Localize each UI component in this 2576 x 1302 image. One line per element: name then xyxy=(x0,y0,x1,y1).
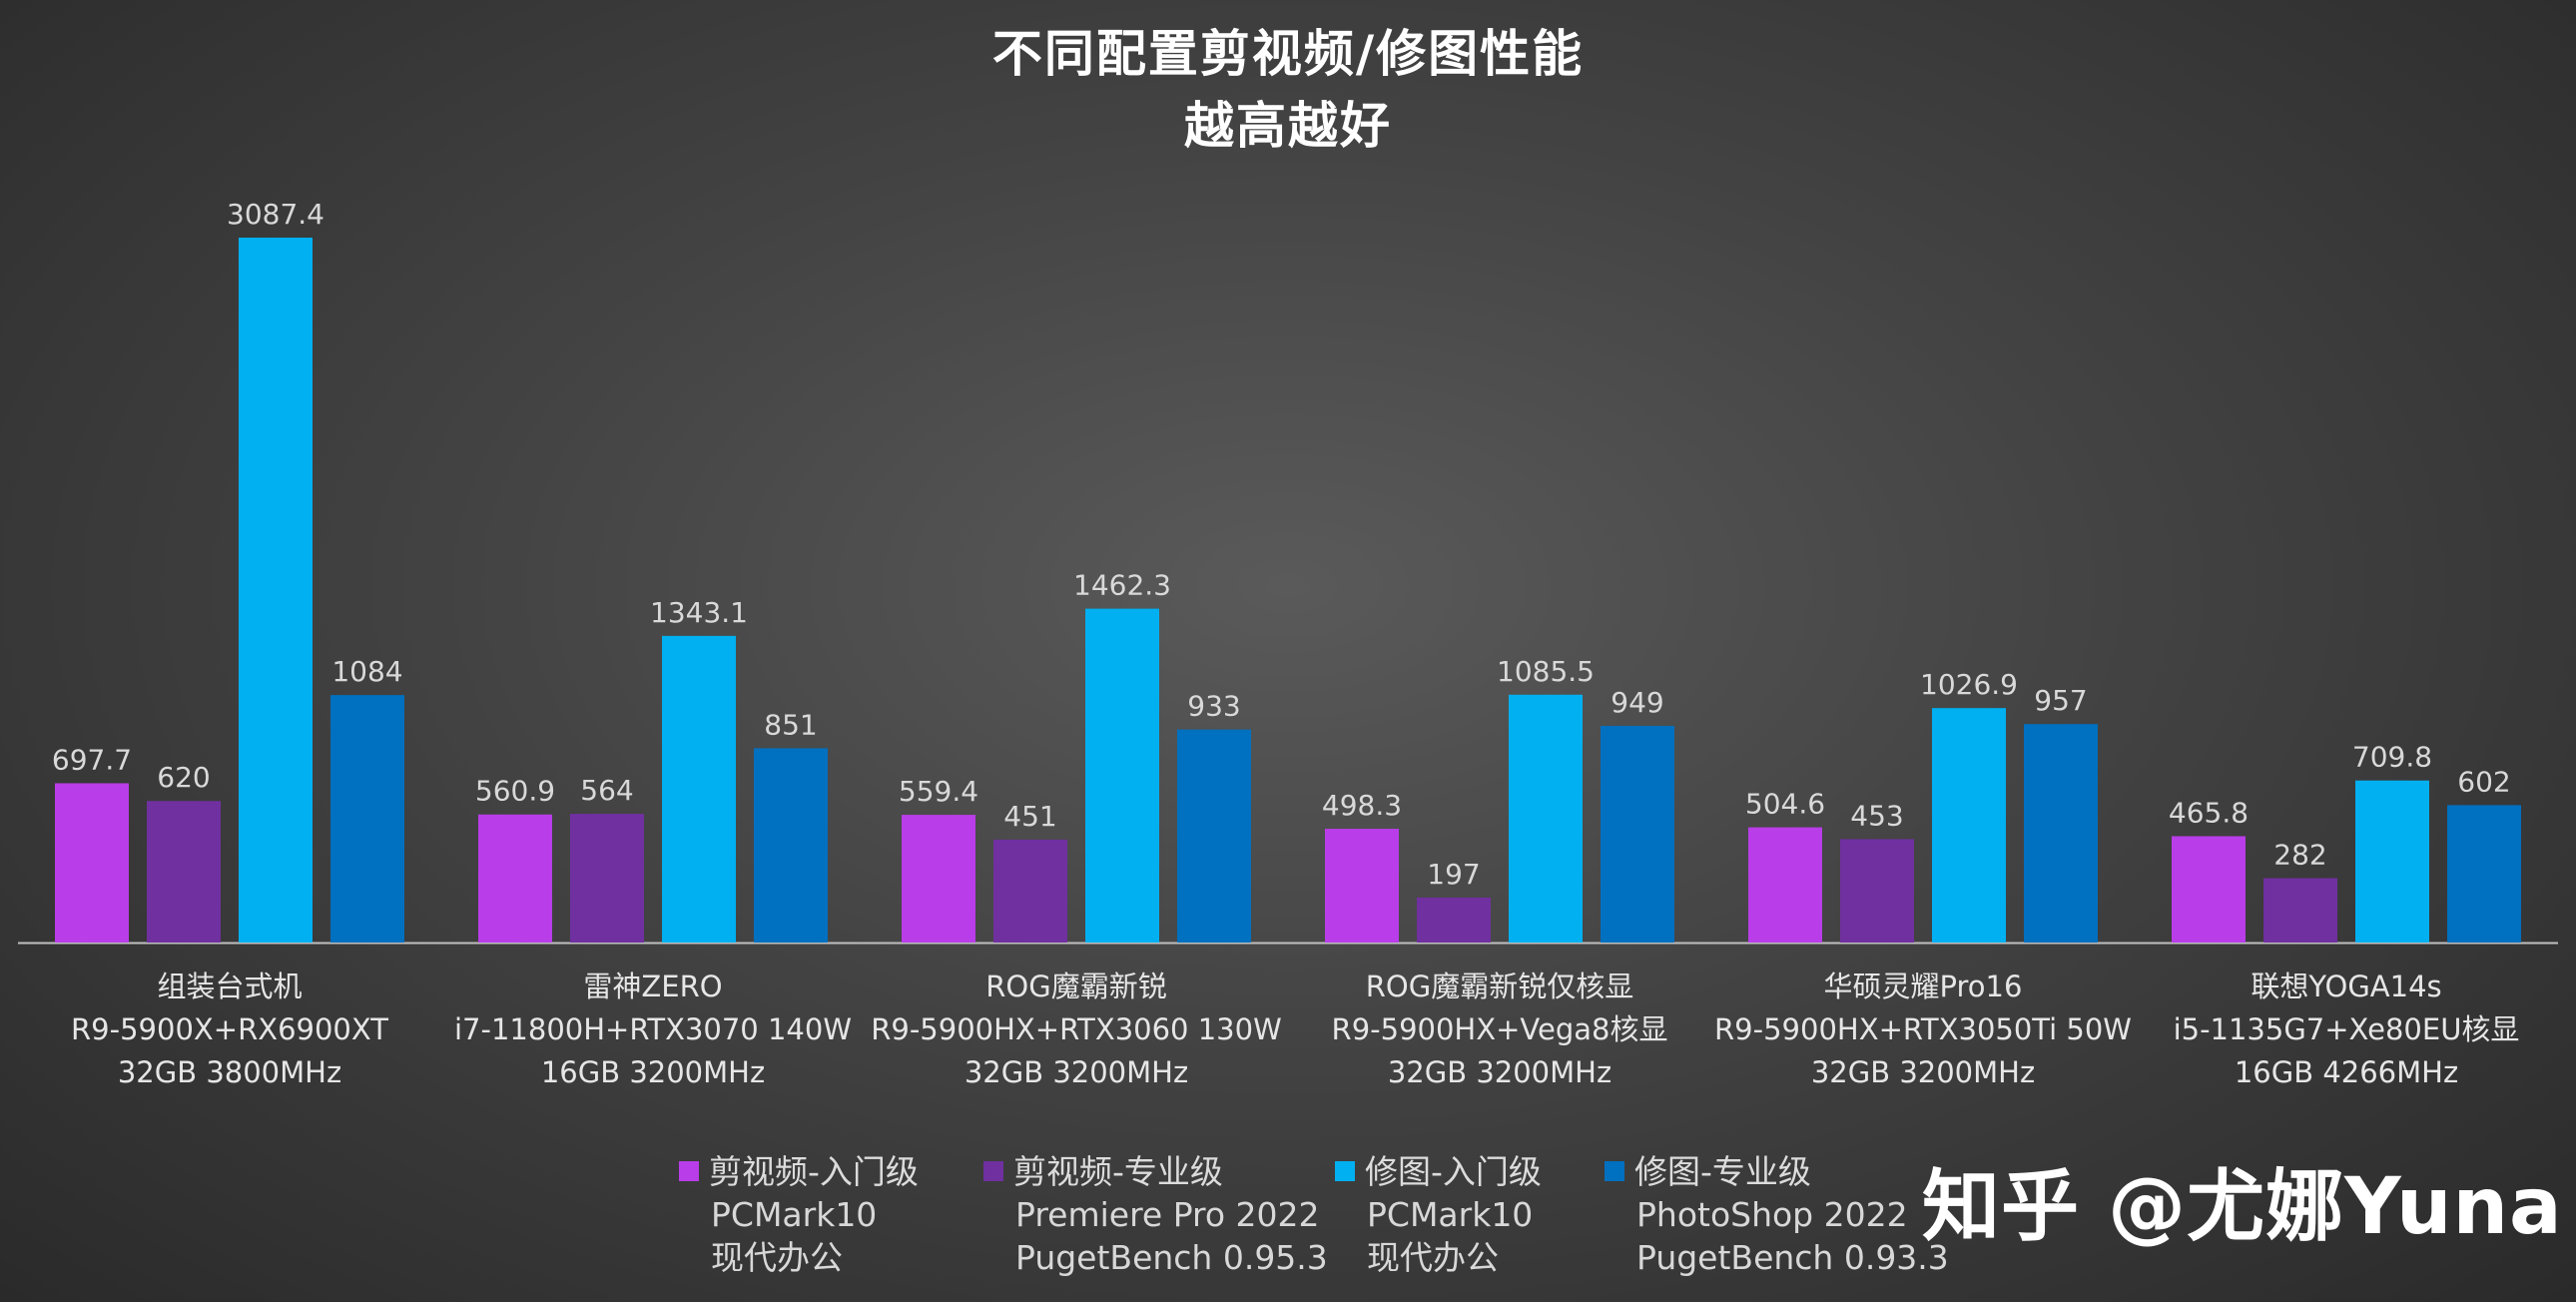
data-label: 560.9 xyxy=(475,775,555,808)
data-label: 933 xyxy=(1187,690,1240,723)
bar xyxy=(2263,878,2337,943)
legend-label: 修图-入门级 xyxy=(1365,1152,1542,1191)
bar xyxy=(1932,708,2006,943)
data-label: 504.6 xyxy=(1745,788,1825,821)
category-sublabel: R9-5900HX+RTX3060 130W xyxy=(871,1012,1282,1046)
data-label: 1343.1 xyxy=(650,596,748,629)
data-label: 620 xyxy=(157,761,210,794)
bar xyxy=(1601,725,1674,943)
bar xyxy=(2172,836,2246,943)
legend-item: 剪视频-专业级 Premiere Pro 2022 PugetBench 0.95.… xyxy=(983,1150,1328,1279)
data-label: 3087.4 xyxy=(227,198,324,231)
legend-note: 现代办公 xyxy=(1367,1238,1499,1277)
legend-note: PhotoShop 2022 xyxy=(1636,1195,1908,1234)
bar xyxy=(662,635,736,943)
bar xyxy=(1509,694,1583,943)
bar xyxy=(993,839,1067,943)
bar xyxy=(478,814,552,943)
category-sublabel: R9-5900X+RX6900XT xyxy=(71,1012,388,1046)
bar xyxy=(570,814,644,943)
data-label: 564 xyxy=(580,774,633,807)
legend-note: PCMark10 xyxy=(1367,1195,1534,1234)
data-label: 957 xyxy=(2034,684,2087,717)
legend-item: 修图-入门级 PCMark10 现代办公 xyxy=(1335,1150,1542,1279)
data-label: 465.8 xyxy=(2169,796,2249,829)
bar xyxy=(1085,608,1159,943)
legend-item: 剪视频-入门级 PCMark10 现代办公 xyxy=(679,1150,919,1279)
chart-plot: 697.7 620 3087.4 1084 组装台式机 R9-5900X+RX6900XT… xyxy=(18,198,2558,1089)
legend-label: 修图-专业级 xyxy=(1634,1152,1811,1191)
legend-note: 现代办公 xyxy=(711,1238,843,1277)
legend-note: PugetBench 0.95.3 xyxy=(1015,1238,1328,1277)
watermark: 知乎 @尤娜Yuna xyxy=(1922,1162,2563,1252)
chart-title: 不同配置剪视频/修图性能 xyxy=(991,25,1585,83)
category-label: 联想YOGA14s xyxy=(2251,970,2441,1003)
bar xyxy=(239,238,313,943)
category-label: ROG魔霸新锐 xyxy=(985,970,1166,1003)
data-label: 1084 xyxy=(331,655,402,688)
legend-swatch xyxy=(983,1161,1003,1181)
bar xyxy=(147,801,221,943)
bar xyxy=(55,783,129,943)
bar xyxy=(902,815,975,943)
data-label: 1026.9 xyxy=(1920,668,2018,701)
chart-subtitle: 越高越好 xyxy=(1184,97,1392,155)
legend-swatch xyxy=(1605,1161,1624,1181)
data-label: 1085.5 xyxy=(1497,655,1595,688)
category-sublabel: R9-5900HX+RTX3050Ti 50W xyxy=(1714,1012,2132,1046)
data-label: 559.4 xyxy=(899,775,978,808)
legend-label: 剪视频-入门级 xyxy=(709,1152,919,1191)
bar xyxy=(2447,805,2521,943)
data-label: 453 xyxy=(1850,799,1903,832)
bar xyxy=(1177,729,1251,943)
category-sublabel: i5-1135G7+Xe80EU核显 xyxy=(2174,1012,2520,1046)
data-label: 949 xyxy=(1610,686,1663,719)
bar xyxy=(330,695,404,943)
legend-swatch xyxy=(1335,1161,1355,1181)
legend-note: Premiere Pro 2022 xyxy=(1015,1195,1320,1234)
category-sublabel: 32GB 3800MHz xyxy=(118,1055,341,1089)
data-label: 602 xyxy=(2457,765,2510,798)
category-sublabel: R9-5900HX+Vega8核显 xyxy=(1332,1012,1668,1046)
legend-note: PugetBench 0.93.3 xyxy=(1636,1238,1949,1277)
bar xyxy=(1840,839,1914,943)
legend-note: PCMark10 xyxy=(711,1195,878,1234)
category-sublabel: 16GB 4266MHz xyxy=(2235,1055,2458,1089)
data-label: 709.8 xyxy=(2352,741,2432,774)
data-label: 851 xyxy=(764,708,817,741)
legend-label: 剪视频-专业级 xyxy=(1013,1152,1223,1191)
legend-swatch xyxy=(679,1161,699,1181)
category-sublabel: 32GB 3200MHz xyxy=(965,1055,1188,1089)
bar xyxy=(2355,780,2429,943)
category-label: 华硕灵耀Pro16 xyxy=(1824,970,2023,1003)
data-label: 697.7 xyxy=(52,743,132,776)
bar xyxy=(1417,897,1491,943)
category-sublabel: 32GB 3200MHz xyxy=(1388,1055,1611,1089)
data-label: 197 xyxy=(1427,858,1480,891)
data-label: 1462.3 xyxy=(1073,569,1171,602)
data-label: 451 xyxy=(1003,800,1056,833)
category-sublabel: 32GB 3200MHz xyxy=(1811,1055,2035,1089)
category-label: ROG魔霸新锐仅核显 xyxy=(1366,970,1633,1003)
category-label: 组装台式机 xyxy=(157,970,302,1003)
data-label: 498.3 xyxy=(1322,789,1402,822)
category-sublabel: 16GB 3200MHz xyxy=(541,1055,765,1089)
data-label: 282 xyxy=(2273,839,2326,872)
category-label: 雷神ZERO xyxy=(583,970,722,1003)
bar xyxy=(1748,827,1822,943)
bar xyxy=(754,748,828,943)
bar xyxy=(2024,724,2098,943)
legend-item: 修图-专业级 PhotoShop 2022 PugetBench 0.93.3 xyxy=(1605,1150,1949,1279)
bar xyxy=(1325,829,1399,943)
category-sublabel: i7-11800H+RTX3070 140W xyxy=(454,1012,852,1046)
